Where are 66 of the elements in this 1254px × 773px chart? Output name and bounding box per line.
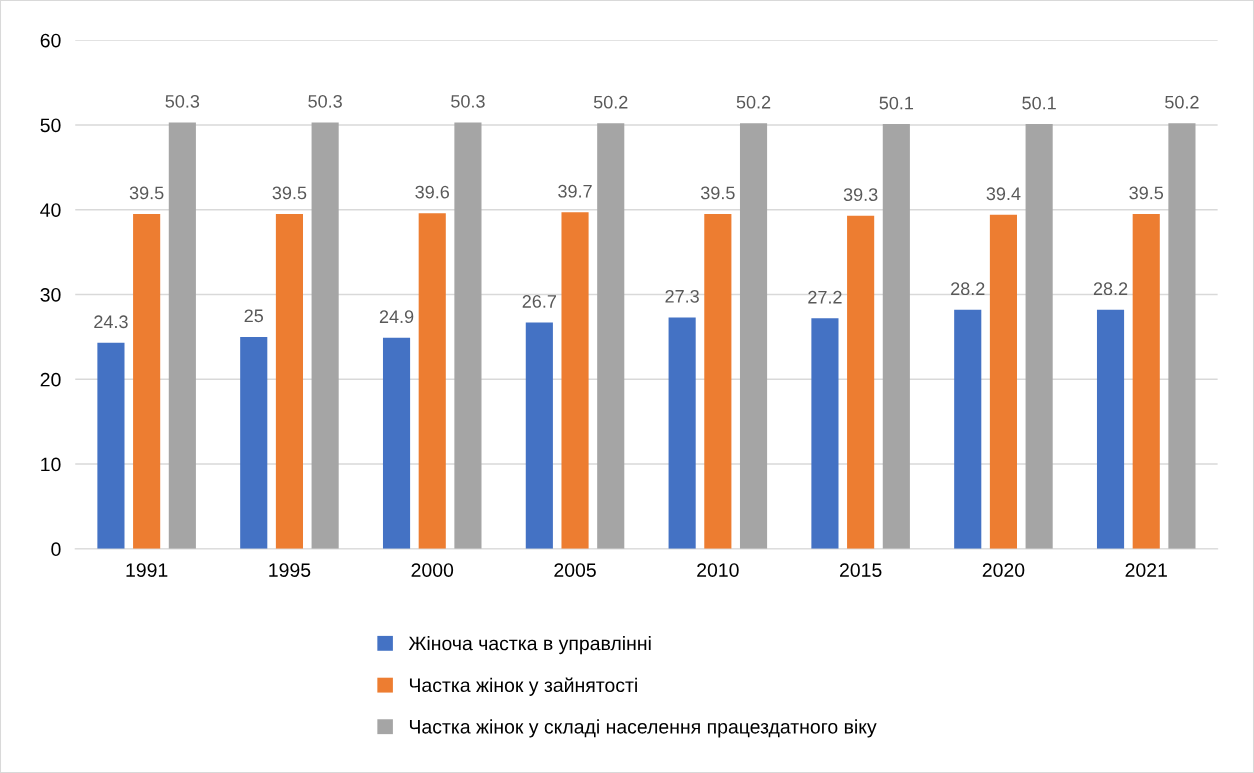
bar — [847, 215, 875, 549]
x-tick-label: 1995 — [269, 563, 311, 577]
bar — [454, 122, 482, 549]
bar — [811, 318, 839, 549]
data-label: 39.6 — [415, 185, 450, 199]
x-tick-label: 2010 — [697, 563, 739, 577]
y-tick-label: 10 — [41, 457, 61, 472]
y-tick-label: 20 — [40, 372, 61, 387]
data-label: 28.2 — [1093, 282, 1128, 296]
data-label: 50.3 — [165, 94, 200, 108]
x-tick-label: 2020 — [982, 563, 1025, 577]
x-tick-label: 2021 — [1125, 563, 1167, 577]
bar — [1168, 123, 1196, 549]
data-label: 50.2 — [593, 95, 628, 109]
bar — [525, 322, 553, 549]
y-tick-label: 30 — [40, 287, 61, 302]
data-label: 27.3 — [665, 289, 699, 303]
data-label: 39.3 — [843, 188, 878, 201]
bar — [1132, 213, 1160, 549]
data-label: 24.9 — [379, 310, 414, 324]
x-tick-label: 2015 — [839, 563, 882, 577]
bar — [561, 212, 589, 549]
y-tick-label: 50 — [40, 118, 61, 133]
bar — [882, 124, 910, 549]
x-tick-label: 2005 — [554, 563, 596, 577]
data-label: 26.7 — [522, 295, 556, 308]
data-label: 50.1 — [879, 96, 914, 110]
data-label: 27.2 — [808, 290, 842, 304]
legend-label: Частка жінок у складі населення працездатного віку — [409, 719, 877, 738]
data-label: 50.1 — [1022, 96, 1056, 110]
data-label: 50.3 — [308, 94, 342, 108]
bar — [382, 337, 411, 549]
data-label: 39.5 — [700, 186, 735, 200]
data-label: 39.4 — [986, 187, 1021, 201]
bar — [597, 123, 625, 549]
bar — [168, 122, 196, 549]
data-label: 39.7 — [558, 184, 592, 198]
bar — [739, 123, 768, 549]
data-label: 28.2 — [951, 282, 985, 296]
bar — [704, 213, 732, 549]
bar — [133, 213, 161, 549]
data-label: 50.2 — [736, 95, 771, 109]
bar — [311, 122, 339, 549]
x-tick-label: 2000 — [411, 563, 454, 577]
bar — [668, 317, 696, 549]
data-label: 39.5 — [272, 186, 307, 200]
y-tick-label: 40 — [40, 203, 61, 217]
bar — [954, 309, 982, 549]
x-tick-label: 1991 — [126, 563, 168, 577]
bar — [418, 213, 446, 549]
data-label: 50.2 — [1165, 95, 1199, 109]
y-tick-label: 0 — [51, 542, 61, 557]
bar — [1096, 309, 1125, 549]
data-label: 25 — [244, 309, 264, 323]
legend-label: Частка жінок у зайнятості — [409, 677, 637, 696]
bar — [1025, 124, 1053, 549]
y-tick-label: 60 — [40, 33, 61, 48]
bar — [989, 214, 1017, 549]
bar — [97, 342, 125, 549]
data-label: 39.5 — [129, 186, 164, 200]
bar — [240, 336, 268, 549]
data-label: 39.5 — [1129, 186, 1164, 200]
data-label: 24.3 — [94, 315, 128, 329]
legend-label: Жіноча частка в управлінні — [408, 636, 651, 655]
data-label: 50.3 — [451, 94, 485, 108]
bar — [275, 213, 303, 549]
